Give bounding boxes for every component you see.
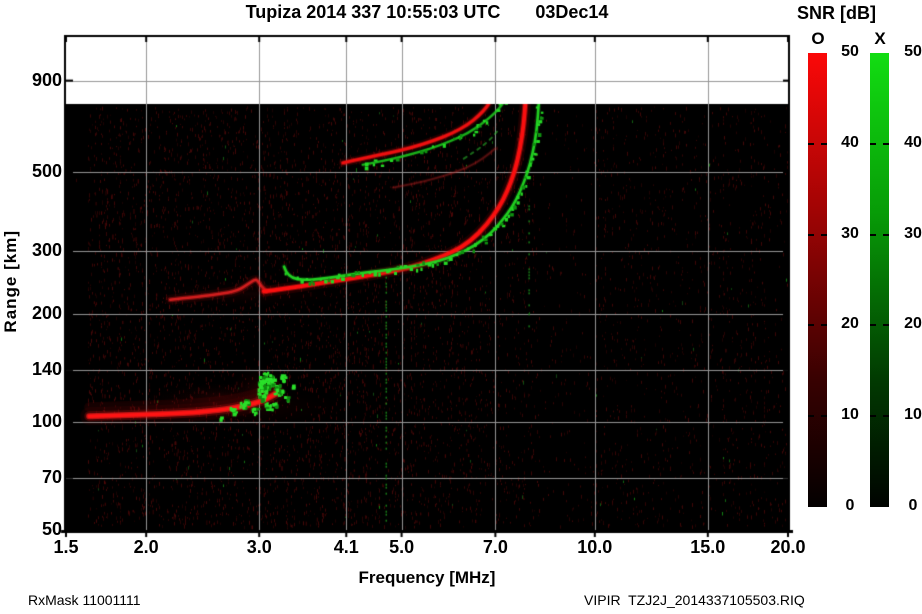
colorbar-o-tick-label: 40 xyxy=(841,133,859,151)
colorbar-o-gradient xyxy=(808,53,827,507)
colorbar-o-tick-label: 0 xyxy=(845,497,855,514)
colorbar-o-tick-label: 20 xyxy=(841,315,859,333)
y-tick-label: 50 xyxy=(41,519,62,539)
rxmask-text: RxMask 11001111 xyxy=(28,592,141,608)
colorbar-o-tick-label: 10 xyxy=(841,406,859,424)
x-tick-label: 5.0 xyxy=(389,537,415,557)
y-tick-label: 900 xyxy=(31,69,62,90)
colorbar-tick-dash xyxy=(808,233,827,236)
y-tick-label: 200 xyxy=(31,303,62,324)
colorbar-tick-dash xyxy=(808,324,827,327)
y-tick-label: 100 xyxy=(31,411,62,432)
y-tick-label: 70 xyxy=(41,466,62,487)
x-tick-label: 7.0 xyxy=(482,537,508,557)
colorbar-x-gradient xyxy=(870,53,889,507)
x-tick-label: 2.0 xyxy=(133,537,159,557)
colorbar-x-tick-label: 30 xyxy=(904,224,922,242)
x-tick-label: 10.0 xyxy=(577,537,613,557)
colorbar-x-tick-label: 10 xyxy=(904,406,922,424)
colorbar-tick-dash xyxy=(870,233,889,236)
colorbar-o-tick-label: 30 xyxy=(841,224,859,242)
colorbar-tick-dash xyxy=(870,415,889,418)
colorbar-title: SNR [dB] xyxy=(797,3,876,23)
plot-title: Tupiza 2014 337 10:55:03 UTC 03Dec14 xyxy=(245,2,609,22)
y-tick-label: 300 xyxy=(31,240,62,261)
colorbar-x-tick-label: 20 xyxy=(904,315,922,333)
colorbar-o-tick-label: 50 xyxy=(841,43,859,60)
colorbar-tick-dash xyxy=(808,142,827,145)
y-tick-label: 140 xyxy=(31,358,62,379)
x-tick-label: 15.0 xyxy=(690,537,726,557)
colorbar-x-tick-label: 0 xyxy=(908,497,918,514)
colorbar-x-mode-label: X xyxy=(874,29,886,48)
x-tick-label: 1.5 xyxy=(53,537,79,557)
y-tick-label: 500 xyxy=(31,161,62,181)
x-tick-label: 3.0 xyxy=(246,537,272,557)
colorbar-x-tick-label: 50 xyxy=(904,43,922,60)
x-tick-label: 20.0 xyxy=(770,537,806,557)
colorbar-tick-dash xyxy=(808,415,827,418)
x-axis-title: Frequency [MHz] xyxy=(358,568,496,587)
x-tick-label: 4.1 xyxy=(333,537,359,557)
filename-text: VIPIR TZJ2J_2014337105503.RIQ xyxy=(584,592,805,608)
colorbar-tick-dash xyxy=(870,142,889,145)
colorbar-x-tick-label: 40 xyxy=(904,133,922,151)
colorbar-tick-dash xyxy=(870,324,889,327)
colorbar-o-mode-label: O xyxy=(811,29,825,48)
